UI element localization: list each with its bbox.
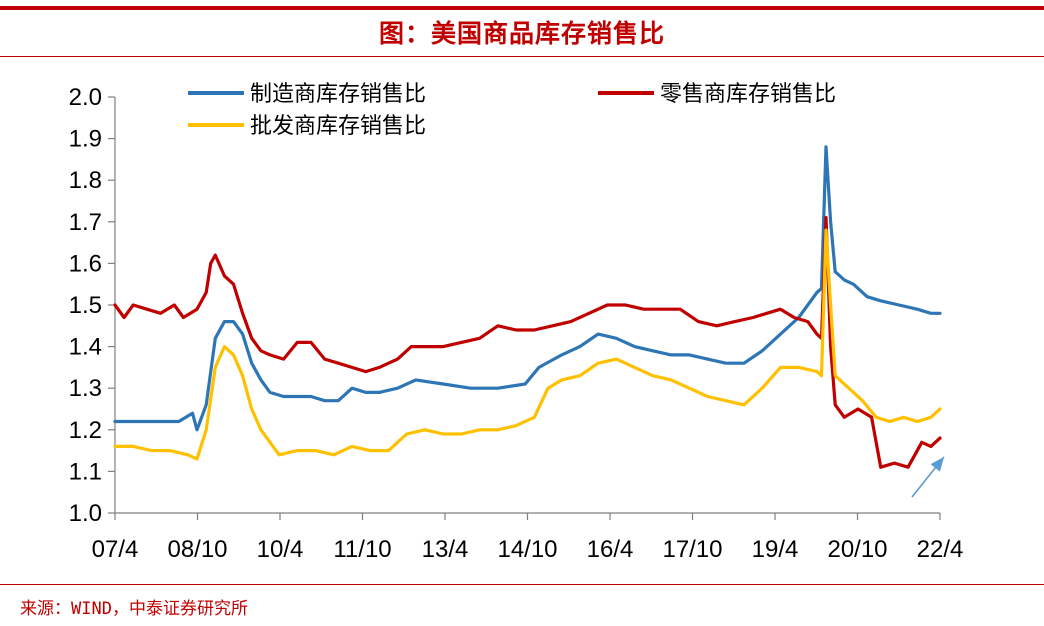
y-tick-label: 1.7 xyxy=(69,209,102,236)
title-divider xyxy=(0,56,1044,57)
x-tick-label: 11/10 xyxy=(333,536,391,563)
x-tick-label: 10/4 xyxy=(257,536,304,563)
x-tick-label: 08/10 xyxy=(167,536,227,563)
legend-label-1: 制造商库存销售比 xyxy=(250,82,426,107)
y-tick-label: 1.0 xyxy=(69,500,102,527)
chart-title: 图：美国商品库存销售比 xyxy=(378,19,665,48)
arrow-head-icon xyxy=(930,457,944,472)
y-tick-label: 1.3 xyxy=(69,375,102,402)
top-rule xyxy=(0,6,1044,10)
footer-divider xyxy=(0,584,1044,585)
legend-label-3: 批发商库存销售比 xyxy=(250,114,426,139)
line-chart: 1.0 1.1 1.2 1.3 1.4 1.5 1.6 1.7 1.8 1.9 2.0 07/4 08/… xyxy=(69,82,964,563)
source-note: 来源：WIND，中泰证券研究所 xyxy=(20,599,248,619)
x-tick-label: 20/10 xyxy=(827,536,887,563)
y-tick-label: 1.8 xyxy=(69,167,102,194)
y-tick-label: 1.5 xyxy=(69,292,102,319)
x-tick-label: 22/4 xyxy=(917,536,964,563)
y-tick-label: 1.6 xyxy=(69,250,102,277)
y-tick-label: 1.1 xyxy=(69,458,102,485)
x-tick-label: 14/10 xyxy=(497,536,557,563)
x-tick-label: 16/4 xyxy=(587,536,634,563)
x-tick-label: 13/4 xyxy=(422,536,469,563)
y-tick-label: 1.9 xyxy=(69,126,102,153)
x-tick-label: 19/4 xyxy=(752,536,799,563)
legend-label-2: 零售商库存销售比 xyxy=(660,82,836,107)
series-line-2 xyxy=(113,216,942,469)
y-tick-label: 2.0 xyxy=(69,84,102,111)
series-line-1 xyxy=(113,145,942,432)
x-tick-label: 17/10 xyxy=(662,536,722,563)
y-tick-label: 1.4 xyxy=(69,334,102,361)
x-tick-label: 07/4 xyxy=(92,536,139,563)
y-tick-label: 1.2 xyxy=(69,417,102,444)
series-line-3 xyxy=(113,228,942,461)
